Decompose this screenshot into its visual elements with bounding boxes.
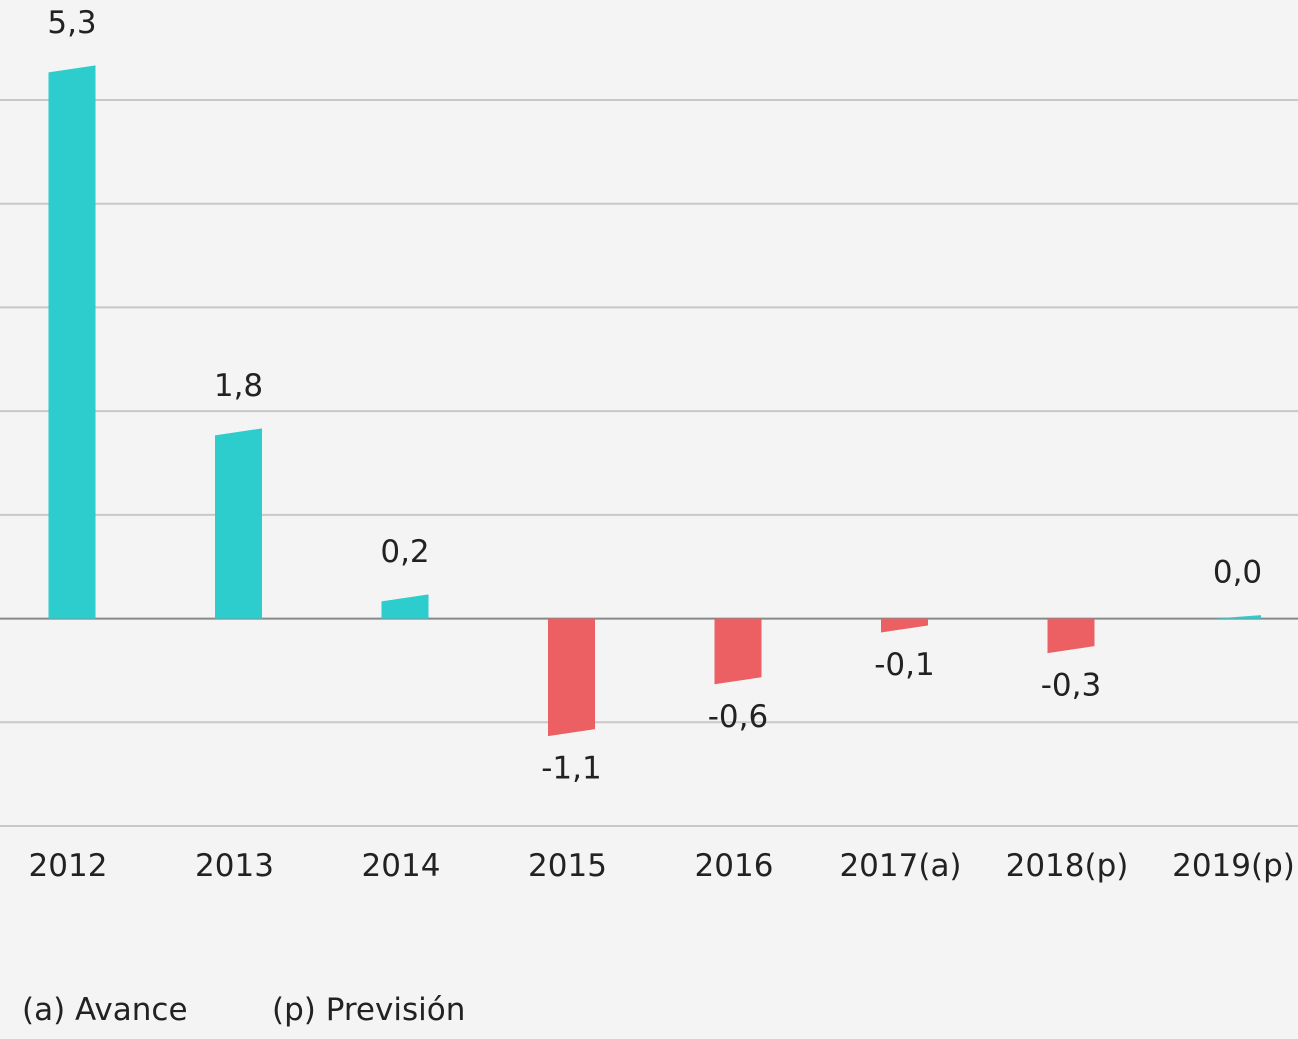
data-label: 1,8	[214, 368, 263, 404]
bar	[1047, 618, 1095, 654]
bar	[881, 618, 928, 633]
x-tick-label: 2012	[29, 848, 108, 884]
x-tick-label: 2018(p)	[1006, 848, 1129, 884]
data-label: 5,3	[47, 5, 96, 41]
data-label: 0,0	[1213, 555, 1262, 591]
bar	[48, 65, 96, 619]
data-label: -1,1	[541, 751, 602, 787]
x-tick-label: 2015	[528, 848, 607, 884]
bar	[714, 618, 762, 685]
note: (a) Avance	[22, 992, 188, 1028]
data-label: 0,2	[380, 534, 429, 570]
bar	[1214, 615, 1261, 619]
x-tick-label: 2013	[195, 848, 274, 884]
data-label: -0,1	[874, 647, 935, 683]
bar	[548, 618, 595, 737]
data-label: -0,3	[1041, 668, 1102, 704]
note: (p) Previsión	[272, 992, 465, 1028]
bar	[215, 428, 262, 619]
x-tick-label: 2017(a)	[839, 848, 961, 884]
x-tick-label: 2016	[695, 848, 774, 884]
data-label: -0,6	[708, 699, 769, 735]
x-tick-label: 2014	[362, 848, 441, 884]
bar	[381, 594, 429, 619]
x-tick-label: 2019(p)	[1172, 848, 1295, 884]
